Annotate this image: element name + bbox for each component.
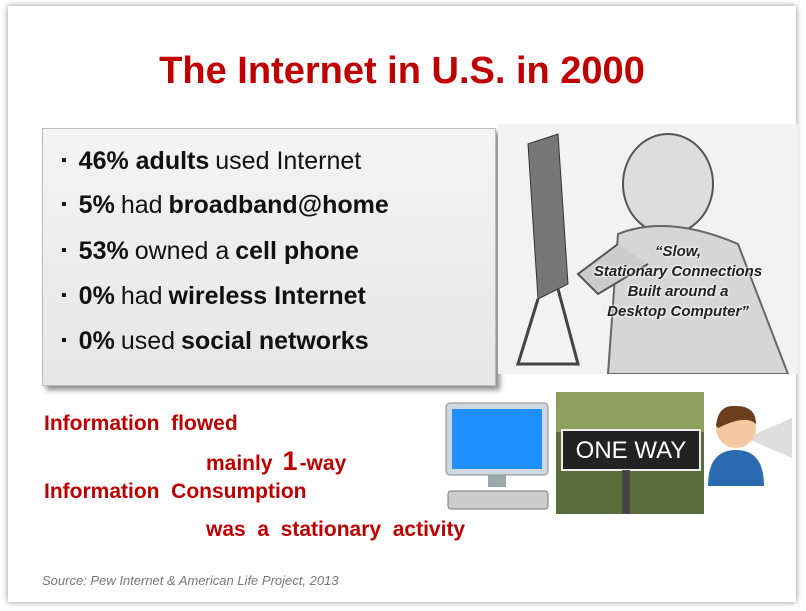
statement-text: 1 bbox=[283, 446, 298, 476]
computer-icon bbox=[438, 401, 558, 516]
person-icon bbox=[696, 398, 792, 488]
bullet-text: used bbox=[121, 327, 175, 355]
bullet-text: cell phone bbox=[235, 237, 359, 265]
sign-text: ONE WAY bbox=[576, 437, 687, 464]
statement-line: Information Consumption bbox=[44, 480, 308, 504]
statement-text: Information Consumption bbox=[44, 480, 306, 503]
bullet-text: owned a bbox=[135, 237, 230, 265]
bullet-text: 46% adults bbox=[79, 147, 210, 175]
slide-title: The Internet in U.S. in 2000 bbox=[8, 50, 796, 93]
one-way-photo: ONE WAY bbox=[556, 392, 704, 514]
keyboard bbox=[448, 491, 548, 509]
monitor-neck bbox=[488, 475, 506, 487]
source-note: Source: Pew Internet & American Life Pro… bbox=[42, 573, 339, 588]
statement-text: mainly bbox=[206, 452, 273, 475]
bullet-text: 0% bbox=[79, 327, 115, 355]
statement-line: mainly 1-way bbox=[206, 446, 348, 477]
slide: The Internet in U.S. in 2000 46% adultsu… bbox=[8, 6, 796, 602]
bullet-text: wireless Internet bbox=[169, 282, 366, 310]
monitor-screen bbox=[452, 409, 542, 469]
person-body bbox=[708, 450, 764, 486]
photo-foliage bbox=[556, 392, 704, 432]
bullet-text: broadband@home bbox=[169, 191, 389, 219]
bullet-text: had bbox=[121, 191, 163, 219]
bullet-text: 5% bbox=[79, 191, 115, 219]
quote-line: Built around a bbox=[548, 282, 806, 302]
quote-line: “Slow, bbox=[548, 242, 806, 262]
statement-line: Information flowed bbox=[44, 412, 240, 436]
statement-line: was a stationary activity bbox=[206, 518, 467, 542]
bullet-text: 53% bbox=[79, 237, 129, 265]
bullet-text: had bbox=[121, 282, 163, 310]
bullet-text: 0% bbox=[79, 282, 115, 310]
sign-post bbox=[622, 470, 630, 514]
bullet-text: used Internet bbox=[215, 147, 361, 175]
statement-text: -way bbox=[300, 452, 347, 475]
sketch-head bbox=[623, 134, 713, 234]
statement-text: Information flowed bbox=[44, 412, 238, 435]
quote-line: Desktop Computer” bbox=[548, 302, 806, 322]
quote-line: Stationary Connections bbox=[548, 262, 806, 282]
page: The Internet in U.S. in 2000 46% adultsu… bbox=[0, 0, 806, 611]
bullet-text: social networks bbox=[181, 327, 369, 355]
statement-text: was a stationary activity bbox=[206, 518, 465, 541]
